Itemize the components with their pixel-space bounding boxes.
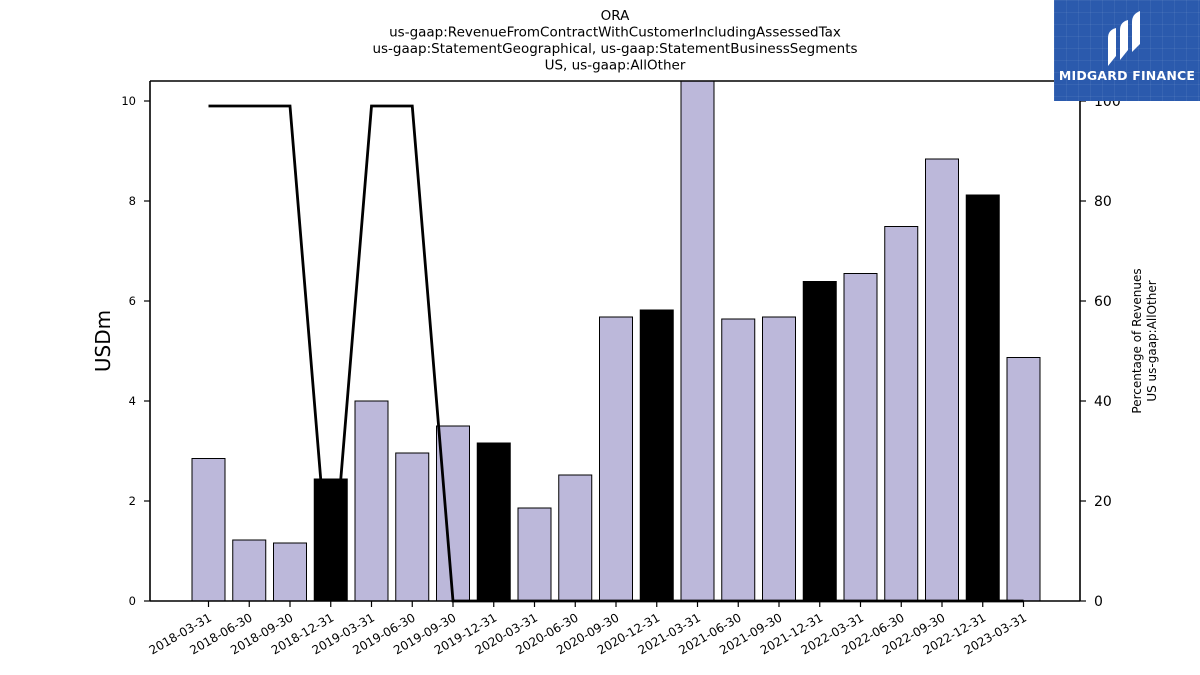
bar	[802, 281, 837, 602]
bar	[273, 542, 307, 602]
y2-axis-label-line: Percentage of Revenues	[1130, 268, 1144, 413]
y-tick-label: 4	[129, 394, 136, 408]
bar	[476, 442, 511, 602]
chart-title-line: US, us-gaap:AllOther	[545, 58, 686, 74]
y-tick-label: 2	[129, 494, 136, 508]
y2-axis-label-line: US us-gaap:AllOther	[1145, 280, 1159, 401]
y2-tick-label: 0	[1094, 594, 1103, 610]
midgard-finance-logo: MIDGARD FINANCE	[1054, 0, 1200, 101]
y2-tick-label: 80	[1094, 194, 1112, 210]
bar	[762, 316, 796, 602]
bar	[925, 158, 959, 602]
bar	[843, 273, 878, 602]
chart-title-line: us-gaap:StatementGeographical, us-gaap:S…	[372, 41, 857, 57]
bar	[395, 452, 430, 602]
bar	[313, 478, 348, 602]
y-axis-label: USDm	[91, 310, 115, 372]
bar	[558, 474, 593, 602]
bar	[517, 507, 552, 602]
midgard-logo-mark-icon	[1108, 11, 1140, 66]
logo-text: MIDGARD FINANCE	[1058, 68, 1196, 83]
bar	[639, 309, 674, 602]
chart-title-line: ORA	[601, 8, 630, 24]
bar	[354, 400, 389, 602]
y-tick-label: 10	[121, 94, 136, 108]
bar	[191, 458, 226, 602]
y2-tick-label: 60	[1094, 294, 1112, 310]
bar	[599, 316, 633, 602]
bar	[680, 80, 715, 602]
y-tick-label: 0	[129, 594, 136, 608]
bar	[965, 194, 1000, 602]
bar	[884, 226, 919, 602]
y-tick-label: 8	[129, 194, 136, 208]
y-tick-label: 6	[129, 294, 136, 308]
y2-tick-label: 20	[1094, 494, 1112, 510]
bar	[1006, 357, 1041, 602]
chart-title-line: us-gaap:RevenueFromContractWithCustomerI…	[389, 25, 841, 41]
bar	[232, 539, 267, 602]
bar	[721, 318, 756, 602]
y2-tick-label: 40	[1094, 394, 1112, 410]
